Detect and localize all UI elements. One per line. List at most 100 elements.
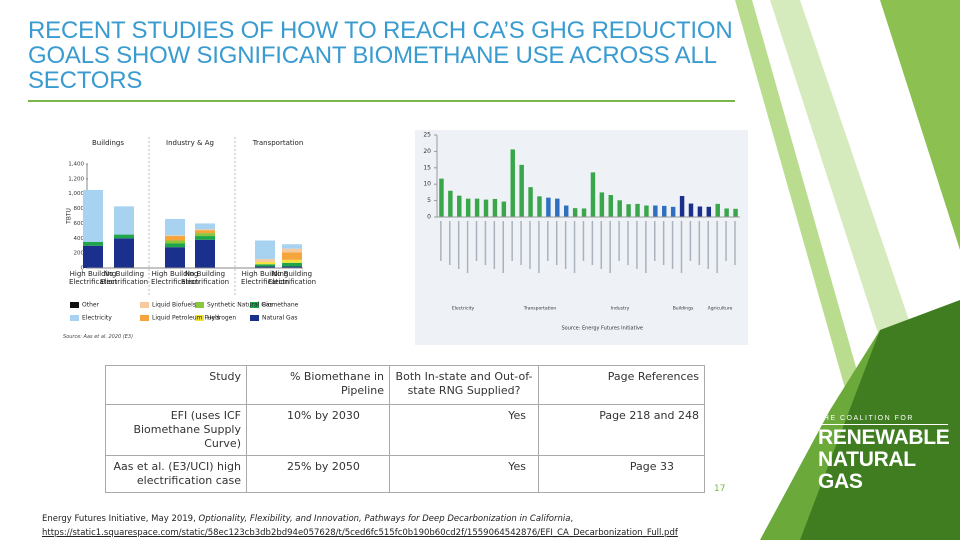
- x-label-stub: [457, 221, 460, 269]
- chart-source: Source: Energy Futures Initiative: [562, 326, 644, 332]
- bar-segment: [114, 206, 134, 235]
- y-tick-label: 1,000: [68, 191, 84, 197]
- legend-label: Liquid Petroleum Fuels: [152, 315, 220, 322]
- bar-segment: [282, 248, 302, 253]
- legend-swatch: [70, 315, 79, 321]
- bar: [644, 205, 649, 217]
- stripe: [760, 330, 880, 540]
- left-source: Source: Aas et al. 2020 (E3): [63, 334, 134, 340]
- bar: [590, 172, 596, 217]
- bar: [733, 208, 738, 217]
- legend-swatch: [140, 315, 149, 321]
- group-label: Electricity: [452, 306, 475, 312]
- study-table: Study % Biomethane in Pipeline Both In-s…: [105, 365, 705, 493]
- x-label-stub: [440, 221, 442, 261]
- x-label-stub: [466, 221, 469, 273]
- bar-segment: [255, 266, 275, 268]
- x-label-stub: [573, 221, 576, 273]
- x-label-stub: [645, 221, 647, 273]
- page-number: 17: [714, 484, 726, 494]
- citation: Energy Futures Initiative, May 2019,: [42, 514, 199, 524]
- bar: [519, 164, 524, 217]
- legend-label: Liquid Biofuels: [152, 302, 196, 309]
- x-label-stub: [475, 221, 478, 261]
- x-tick-label: No Building Electrification: [268, 270, 317, 286]
- x-tick-label: No Building Electrification: [181, 270, 230, 286]
- bar: [697, 206, 703, 217]
- x-label-stub: [725, 221, 727, 261]
- footer: Energy Futures Initiative, May 2019, Opt…: [42, 512, 742, 540]
- y-tick-label: 25: [423, 132, 431, 139]
- legend-swatch: [250, 302, 259, 308]
- bar-segment: [195, 239, 215, 268]
- bar: [626, 204, 631, 217]
- bar: [483, 199, 489, 217]
- cell: 10% by 2030: [246, 404, 390, 456]
- group-label: Transportation: [523, 306, 557, 312]
- bar-segment: [165, 236, 185, 241]
- x-label-stub: [520, 221, 522, 265]
- bar-segment: [255, 259, 275, 263]
- bar-segment: [282, 262, 302, 267]
- x-label-stub: [680, 221, 683, 273]
- logo-panel: [795, 300, 960, 540]
- cell: Yes: [389, 404, 539, 456]
- x-tick-label: High Building Electrification: [69, 270, 118, 286]
- cell: Study: [105, 365, 247, 405]
- bar: [599, 192, 605, 217]
- table-row: Aas et al. (E3/UCI) high electrification…: [105, 455, 705, 493]
- y-tick-label: 400: [74, 236, 85, 242]
- logo: THE COALITION FOR RENEWABLE NATURAL GAS: [818, 415, 950, 493]
- legend-swatch: [140, 302, 149, 308]
- x-label-stub: [618, 221, 620, 261]
- bar: [670, 206, 676, 217]
- y-tick-label: 0: [427, 214, 431, 221]
- bar-segment: [83, 190, 103, 242]
- x-label-stub: [716, 221, 718, 273]
- source-link[interactable]: https://static1.squarespace.com/static/5…: [42, 528, 678, 538]
- group-label: Buildings: [673, 306, 694, 312]
- y-tick-label: 15: [423, 164, 431, 171]
- x-label-stub: [502, 221, 505, 273]
- bar-segment: [165, 218, 185, 236]
- section-label: Transportation: [252, 139, 304, 147]
- bar: [572, 208, 578, 217]
- x-label-stub: [493, 221, 496, 269]
- bar: [653, 205, 658, 217]
- y-tick-label: 1,400: [68, 162, 84, 168]
- bar-segment: [255, 240, 275, 260]
- bar: [537, 196, 542, 217]
- x-label-stub: [662, 221, 665, 265]
- legend-label: Biomethane: [262, 302, 299, 309]
- bar: [555, 198, 560, 217]
- bar-segment: [282, 252, 302, 260]
- logo-line: NATURAL GAS: [818, 448, 916, 493]
- cell: % Biomethane in Pipeline: [246, 365, 390, 405]
- title-rule: [28, 100, 735, 102]
- legend-label: Synthetic Natural Gas: [207, 302, 273, 309]
- citation: ,: [570, 514, 574, 524]
- bar-segment: [282, 244, 302, 249]
- legend-label: Hydrogen: [207, 315, 236, 322]
- legend-swatch: [250, 315, 259, 321]
- cell: Yes: [389, 455, 539, 493]
- cell: Page 33: [538, 455, 705, 493]
- bar-segment: [165, 240, 185, 244]
- bar-segment: [195, 230, 215, 234]
- legend-label: Other: [82, 302, 100, 309]
- stripe: [880, 0, 960, 250]
- x-label-stub: [591, 221, 594, 265]
- x-label-stub: [636, 221, 638, 269]
- chart-background: [415, 130, 748, 345]
- bar: [465, 198, 471, 217]
- x-label-stub: [547, 221, 549, 261]
- x-label-stub: [555, 221, 558, 265]
- x-label-stub: [698, 221, 701, 265]
- bar-segment: [165, 247, 185, 268]
- legend-swatch: [70, 302, 79, 308]
- table-row: EFI (uses ICF Biomethane Supply Curve) 1…: [105, 404, 705, 456]
- bar: [528, 187, 533, 217]
- x-label-stub: [449, 221, 451, 265]
- left-chart-svg: 0 200 400 600 800 1,000 1,200 1,400 TBTU Building…: [66, 137, 304, 322]
